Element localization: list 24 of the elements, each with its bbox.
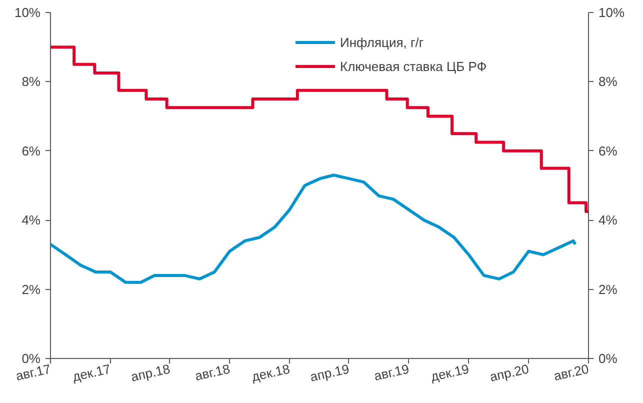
x-tick-label: апр.19 [308,361,351,384]
y-tick-label: 8% [22,74,41,90]
x-tick-label: дек.18 [250,361,292,384]
x-tick-label: дек.17 [71,361,112,384]
x-tick-label: дек.19 [429,361,470,384]
x-tick-label: авг.20 [552,361,590,384]
y2-tick-label: 2% [598,282,618,297]
y2-tick-label: 0% [598,351,618,366]
x-tick-label: апр.18 [130,361,172,384]
legend-label: Ключевая ставка ЦБ РФ [340,58,487,74]
y-tick-label: 4% [22,212,41,228]
x-tick-label: апр.20 [488,361,530,384]
x-tick-label: авг.19 [372,361,410,384]
y-tick-label: 6% [22,143,41,158]
y2-tick-label: 4% [598,212,618,228]
y2-tick-label: 8% [598,74,618,90]
legend-label: Инфляция, г/г [340,34,424,50]
y2-tick-label: 10% [598,5,625,20]
line-series [50,174,577,284]
x-tick-label: авг.18 [194,361,232,384]
y2-tick-label: 6% [598,143,618,158]
y-tick-label: 0% [22,351,41,366]
y-tick-label: 2% [22,282,41,297]
y-tick-label: 10% [14,5,41,20]
